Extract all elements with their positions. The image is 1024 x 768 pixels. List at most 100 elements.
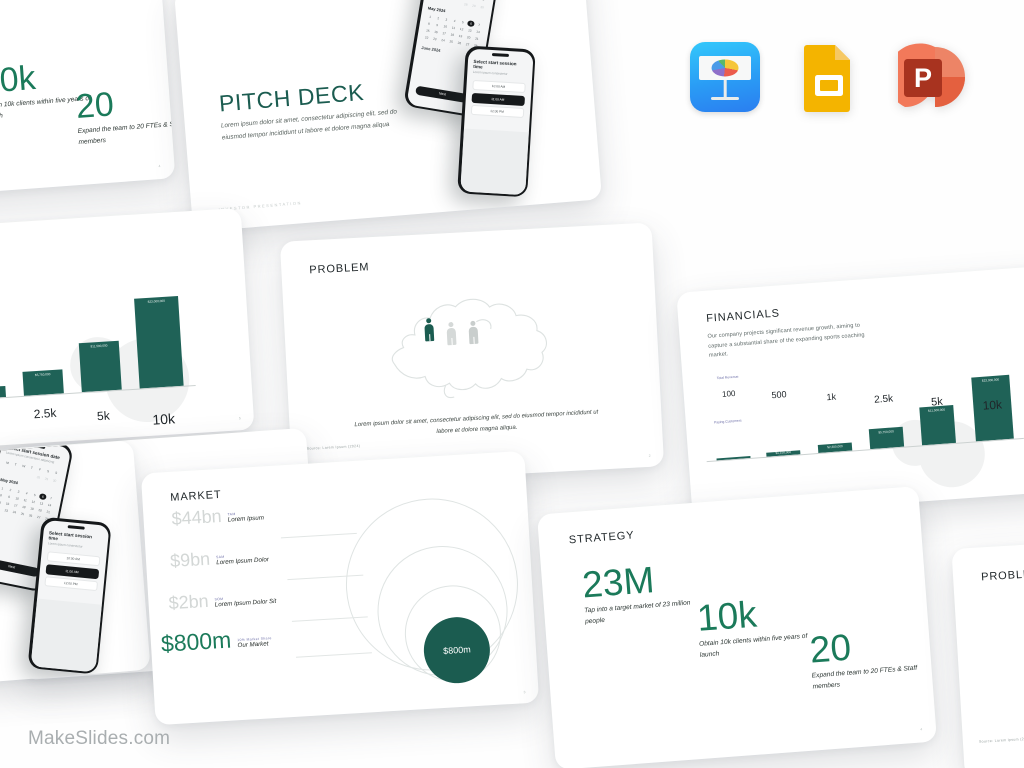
market-row-our-market: $800m 10% Market Share Our Market [160,626,272,657]
calendar-day-selected[interactable]: 6 [466,20,476,28]
bar: $5,750,000 [22,369,64,396]
slide-card-problem[interactable]: PROBLEM [279,222,665,486]
phone-screen-lower-panel [30,598,102,672]
slide-card-pitch-deck[interactable]: PITCH DECK Lorem ipsum dolor sit amet, c… [173,0,603,233]
keynote-pie-chart-glyph [711,59,739,77]
time-slot-option[interactable]: 12:00 PM [43,576,98,592]
calendar-day[interactable]: 23 [4,508,9,513]
time-slot-option-selected[interactable]: 11:00 AM [471,92,525,106]
market-amount: $44bn [171,505,223,529]
slide-page-number: 3 [523,690,526,695]
slide-card-problem-cropped[interactable]: PROBLEM Source: Lorem Ipsum (2024) 2 [951,531,1024,768]
calendar-day[interactable]: 1 [428,14,432,20]
weekday-label: S [54,470,58,476]
x-tick-label: 1k [0,403,7,417]
calendar-day[interactable]: 17 [442,31,447,36]
phone-screen-lower-panel [459,128,529,195]
phone-mockup-time-picker: Select start session time Lorem ipsum co… [457,45,536,198]
next-button[interactable]: Next [0,556,40,577]
map-illustration [379,284,561,405]
calendar-day[interactable]: 9 [435,23,439,28]
calendar-day[interactable]: 25 [449,39,454,44]
kpi-block-team: 20 Expand the team to 20 FTEs & Staff me… [808,624,927,693]
calendar-day[interactable]: 10 [443,24,448,29]
calendar-day[interactable]: 23 [432,36,437,42]
kpi-block-clients: 10k Obtain 10k clients within five years… [696,593,812,661]
slide-card-financials-cropped[interactable]: Our company projects significant revenue… [0,207,255,459]
calendar-day[interactable]: 19 [458,33,463,39]
calendar-day[interactable]: 7 [477,22,481,28]
x-tick-label: 2.5k [33,405,57,422]
calendar-day[interactable]: 22 [424,35,429,40]
time-slot-option[interactable]: 12:00 PM [470,104,524,118]
slide-body-copy: Our company projects significant revenue… [707,322,865,359]
slide-card-product-mockup[interactable]: Select start session date Lorem ipsum co… [0,440,151,690]
calendar-day[interactable]: 3 [445,17,448,22]
calendar-day[interactable]: 26 [28,513,33,518]
google-slides-icon[interactable] [794,42,864,112]
calendar-day[interactable]: 18 [450,32,455,38]
calendar-day[interactable]: 24 [440,38,446,43]
weekday-label: S [46,469,50,474]
slide-card-financials[interactable]: FINANCIALS Our company projects signific… [676,263,1024,519]
calendar-day[interactable]: 20 [466,35,471,40]
calendar-day[interactable]: 29 [471,3,476,9]
supported-app-formats: P [690,42,968,112]
calendar-day[interactable]: 27 [36,514,41,520]
calendar-day[interactable]: 14 [475,29,481,35]
keynote-screen-shape [699,56,751,80]
calendar-day[interactable]: 27 [465,42,470,47]
powerpoint-icon[interactable]: P [886,42,968,112]
leader-line [295,652,372,658]
calendar-day[interactable]: 5 [461,20,464,25]
bar: $11,500,000 [919,404,956,446]
calendar-day[interactable]: 15 [425,28,430,33]
leader-line [280,532,357,539]
calendar-day[interactable]: 8 [427,21,431,26]
market-amount: $800m [160,626,232,657]
bar-chart-financials-cropped: $2,300,000 $5,750,000 $11,500,000 $23,00… [0,272,220,428]
calendar-day[interactable]: 2 [437,16,440,21]
slide-card-strategy[interactable]: STRATEGY 23M Tap into a target market of… [536,486,938,768]
calendar-day[interactable]: 28 [463,2,468,7]
slide-card-market[interactable]: MARKET $800m $44bn TAM Lorem Ipsum [140,450,540,726]
calendar-day[interactable]: 28 [36,475,41,480]
calendar-day[interactable]: 25 [20,511,25,517]
keynote-base-shape [711,97,739,100]
calendar-day[interactable]: 26 [457,40,462,46]
calendar-day[interactable]: 29 [44,476,49,482]
market-row-som: $2bn SOM Lorem Ipsum Dolor Sit [168,588,276,613]
slide-source-note: Source: Lorem Ipsum (2024) [978,736,1024,744]
kpi-block-target-market: 23M Tap into a target market of 23 milli… [581,559,697,627]
calendar-day[interactable]: 13 [467,28,472,33]
keynote-stand-shape [723,79,727,98]
region-map-icon [391,298,547,399]
calendar-day[interactable]: 24 [12,509,17,515]
calendar-day-grid[interactable]: 1 2 3 4 5 6 7 8 9 10 11 12 13 [423,13,484,49]
calendar-day[interactable]: 30 [480,4,485,10]
x-tick-label: 10k [151,410,176,428]
calendar-day[interactable]: 12 [459,26,464,32]
slide-eyebrow: FINANCIALS [705,307,781,325]
slide-eyebrow: PROBLEM [980,567,1024,584]
bar: $23,000,000 [134,295,184,389]
slide-source-note: Source: Lorem Ipsum (2024) [306,443,361,451]
calendar-day[interactable]: 16 [433,29,439,35]
weekday-label: T [14,462,17,467]
calendar-day[interactable]: 4 [453,18,456,24]
kpi-value: 10k [695,593,759,639]
calendar-day[interactable]: 21 [474,36,479,42]
slide-card-strategy-cropped[interactable]: STRATEGY 23M Tap into a target market of… [0,0,176,202]
person-figure [468,320,479,344]
keynote-icon[interactable] [690,42,760,112]
time-slot-option[interactable]: 10:00 AM [471,79,526,94]
phone-mockup-time-picker: Select start session time Lorem ipsum co… [27,516,112,675]
bar-chart-financials: Total Revenue $1,150,000 $2,300,000 $5,7… [701,356,1024,490]
bar: $11,500,000 [78,340,122,393]
calendar-day[interactable]: 11 [451,25,456,31]
slide-page-number: 4 [920,727,923,732]
calendar-day[interactable]: 30 [52,478,57,483]
kpi-value: 20 [74,85,116,127]
market-amount: $9bn [169,548,211,572]
slide-page-number: 4 [158,164,161,169]
